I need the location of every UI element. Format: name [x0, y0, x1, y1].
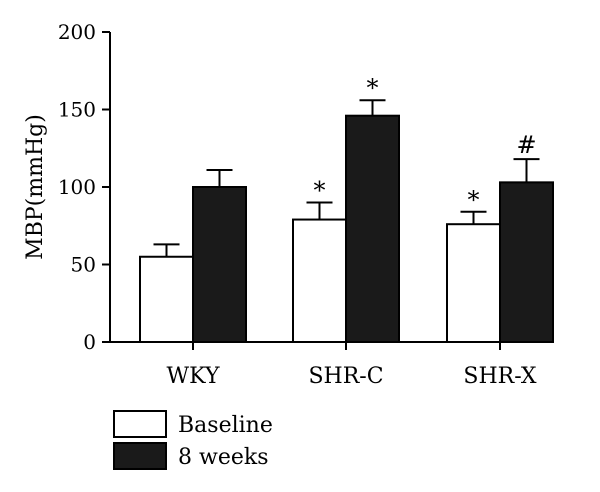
y-tick-label: 100: [58, 175, 96, 199]
legend: Baseline 8 weeks: [113, 410, 273, 470]
x-tick-label: SHR-X: [463, 364, 536, 389]
y-tick-label: 50: [71, 253, 96, 277]
bar-baseline-wky: [139, 255, 194, 343]
y-tick-label: 0: [83, 330, 96, 354]
bar-8-weeks-shr-x: [499, 181, 554, 343]
significance-marker: *: [468, 186, 480, 214]
y-tick-label: 200: [58, 20, 96, 44]
significance-marker: #: [516, 131, 536, 159]
bar-8-weeks-wky: [192, 186, 247, 343]
legend-swatch-8-weeks: [113, 442, 167, 470]
legend-label-8-weeks: 8 weeks: [178, 445, 268, 470]
significance-marker: *: [367, 74, 379, 102]
y-tick-label: 150: [58, 98, 96, 122]
significance-marker: *: [314, 177, 326, 205]
bar-8-weeks-shr-c: [345, 114, 400, 343]
plot-area: 0 50 100 150 200 WKY * * SHR-C * # SHR-X: [58, 20, 554, 389]
x-tick-label: SHR-C: [308, 364, 383, 389]
bar-baseline-shr-x: [446, 223, 501, 343]
legend-swatch-baseline: [113, 410, 167, 438]
x-tick-label: WKY: [167, 364, 220, 389]
bar-baseline-shr-c: [292, 218, 347, 343]
legend-label-baseline: Baseline: [178, 413, 273, 438]
y-axis-title: MBP(mmHg): [23, 114, 48, 260]
